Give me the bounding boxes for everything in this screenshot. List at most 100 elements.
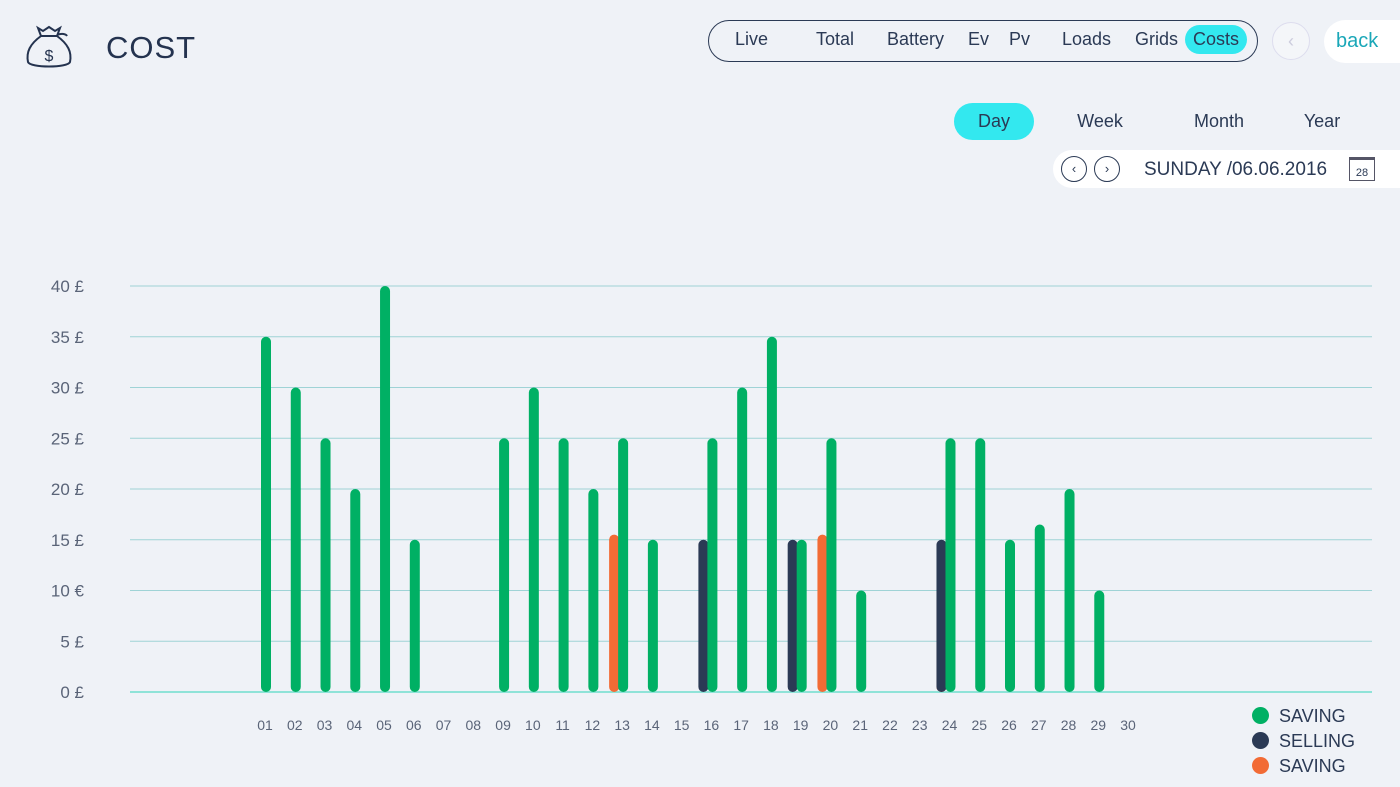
nav-grids[interactable]: Grids (1135, 29, 1179, 49)
legend-label: SAVING (1279, 756, 1346, 776)
x-tick-label: 06 (406, 717, 422, 733)
next-date-button[interactable]: › (1094, 156, 1120, 182)
x-tick-label: 11 (555, 717, 570, 733)
y-tick-label: 5 £ (60, 632, 84, 651)
bar-saving-06[interactable] (409, 539, 420, 692)
bar-saving-27[interactable] (1034, 524, 1045, 692)
bar-saving-20[interactable] (817, 534, 828, 692)
period-month[interactable]: Month (1193, 111, 1245, 131)
x-tick-label: 13 (614, 717, 630, 733)
x-tick-label: 04 (346, 717, 362, 733)
nav-battery[interactable]: Battery (887, 29, 945, 49)
nav-live[interactable]: Live (735, 29, 769, 49)
x-tick-label: 18 (763, 717, 779, 733)
y-tick-label: 0 £ (60, 683, 84, 702)
bar-saving-13[interactable] (618, 438, 629, 692)
period-week[interactable]: Week (1077, 111, 1123, 131)
x-tick-label: 20 (823, 717, 839, 733)
nav-loads[interactable]: Loads (1062, 29, 1112, 49)
section-nav: Live Total Battery Ev Pv Loads Grids Costs (708, 20, 1258, 62)
x-tick-label: 14 (644, 717, 660, 733)
bar-saving-24[interactable] (945, 438, 956, 692)
bar-saving-02[interactable] (290, 387, 301, 693)
current-date: SUNDAY /06.06.2016 (1144, 159, 1328, 180)
bar-saving-16[interactable] (707, 438, 718, 692)
bar-saving-17[interactable] (737, 387, 748, 693)
y-tick-label: 20 £ (51, 480, 85, 499)
x-tick-label: 01 (257, 717, 273, 733)
chevron-right-icon: › (1104, 161, 1110, 176)
svg-text:$: $ (45, 48, 54, 65)
y-tick-label: 25 £ (51, 429, 85, 448)
x-tick-label: 28 (1061, 717, 1077, 733)
bar-saving-12[interactable] (588, 489, 599, 692)
bar-saving-10[interactable] (528, 387, 539, 693)
x-tick-label: 25 (971, 717, 987, 733)
bar-saving-03[interactable] (320, 438, 331, 692)
back-button[interactable]: back (1324, 20, 1400, 63)
y-tick-label: 40 £ (51, 277, 85, 296)
x-tick-label: 17 (733, 717, 749, 733)
bar-saving-14[interactable] (647, 539, 658, 692)
nav-ev[interactable]: Ev (968, 29, 990, 49)
chevron-left-icon: ‹ (1288, 31, 1294, 51)
legend-item: SAVING (1252, 756, 1346, 777)
legend-dot-icon (1252, 757, 1269, 774)
bar-saving-29[interactable] (1094, 590, 1105, 693)
calendar-icon[interactable]: 28 (1349, 157, 1375, 181)
x-tick-label: 27 (1031, 717, 1047, 733)
bar-saving-11[interactable] (558, 438, 569, 692)
x-tick-label: 12 (585, 717, 601, 733)
x-tick-label: 02 (287, 717, 303, 733)
nav-costs[interactable]: Costs (1185, 25, 1248, 54)
bar-saving-18[interactable] (766, 336, 777, 692)
bar-saving-01[interactable] (261, 336, 271, 692)
legend-dot-icon (1252, 707, 1269, 724)
bar-selling-19[interactable] (787, 539, 798, 692)
bar-saving-20[interactable] (826, 438, 837, 692)
legend-item: SELLING (1252, 731, 1355, 752)
y-tick-label: 15 £ (51, 531, 85, 550)
date-navigator: ‹ › SUNDAY /06.06.2016 28 (1053, 150, 1400, 188)
period-year[interactable]: Year (1303, 111, 1341, 131)
bar-saving-19[interactable] (796, 539, 807, 692)
y-tick-label: 35 £ (51, 328, 85, 347)
chevron-left-icon: ‹ (1071, 161, 1077, 176)
x-tick-label: 21 (852, 717, 868, 733)
x-tick-label: 15 (674, 717, 690, 733)
x-tick-label: 05 (376, 717, 392, 733)
y-tick-label: 30 £ (51, 379, 85, 398)
bar-saving-04[interactable] (350, 489, 361, 692)
x-tick-label: 07 (436, 717, 452, 733)
x-tick-label: 23 (912, 717, 928, 733)
nav-total[interactable]: Total (816, 29, 855, 49)
period-day[interactable]: Day (954, 103, 1034, 140)
x-tick-label: 22 (882, 717, 898, 733)
legend-label: SELLING (1279, 731, 1356, 751)
bar-saving-25[interactable] (975, 438, 986, 692)
prev-date-button[interactable]: ‹ (1061, 156, 1087, 182)
bar-saving-13[interactable] (609, 534, 620, 692)
bar-saving-26[interactable] (1005, 539, 1015, 692)
x-tick-label: 29 (1090, 717, 1106, 733)
bar-selling-16[interactable] (698, 539, 709, 692)
page-title: COST (106, 30, 197, 65)
x-tick-label: 30 (1120, 717, 1136, 733)
x-tick-label: 26 (1001, 717, 1017, 733)
x-tick-label: 03 (317, 717, 333, 733)
money-bag-icon: $ (24, 22, 74, 77)
bar-saving-05[interactable] (380, 286, 391, 692)
nav-pv[interactable]: Pv (1009, 29, 1031, 49)
x-tick-label: 10 (525, 717, 541, 733)
x-tick-label: 19 (793, 717, 809, 733)
x-tick-label: 16 (704, 717, 720, 733)
bar-saving-21[interactable] (856, 590, 867, 693)
back-arrow-button[interactable]: ‹ (1272, 22, 1310, 60)
bar-saving-28[interactable] (1064, 489, 1075, 692)
x-tick-label: 09 (495, 717, 511, 733)
legend-item: SAVING (1252, 706, 1346, 727)
bar-saving-09[interactable] (499, 438, 510, 692)
bar-selling-24[interactable] (936, 539, 947, 692)
y-tick-label: 10 € (51, 582, 85, 601)
